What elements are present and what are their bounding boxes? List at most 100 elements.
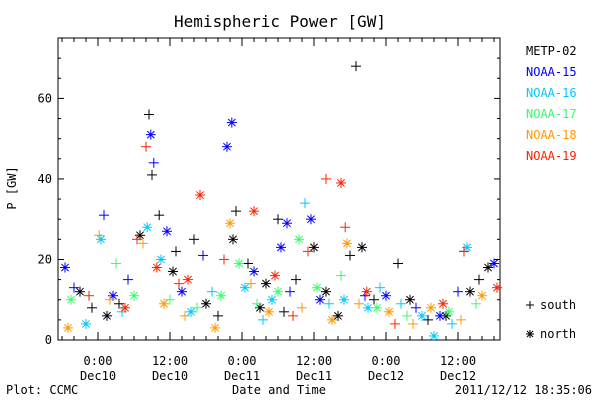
data-point-noaa-15 <box>123 274 133 285</box>
data-point-noaa-18 <box>477 290 487 301</box>
data-point-metp-02 <box>231 206 241 217</box>
x-axis-ticks: 0:00Dec1012:00Dec100:00Dec1112:00Dec110:… <box>61 38 495 383</box>
data-point-noaa-18 <box>138 238 148 249</box>
data-point-noaa-16 <box>96 234 106 245</box>
data-point-metp-02 <box>351 61 361 72</box>
data-point-metp-02 <box>357 242 367 253</box>
data-point-noaa-19 <box>151 262 162 273</box>
x-tick-time-label: 12:00 <box>440 354 476 368</box>
y-axis-ticks: 0 20 40 60 <box>38 57 500 347</box>
data-point-noaa-15 <box>162 226 172 237</box>
data-point-noaa-15 <box>282 218 292 229</box>
data-point-noaa-17 <box>216 290 226 301</box>
data-point-noaa-16 <box>363 302 373 313</box>
data-point-noaa-15 <box>306 214 316 225</box>
data-points <box>60 61 502 341</box>
data-point-noaa-18 <box>210 322 220 333</box>
data-point-noaa-19 <box>195 190 205 201</box>
data-point-metp-02 <box>291 274 301 285</box>
x-tick-date-label: Dec10 <box>152 369 188 383</box>
data-point-noaa-16 <box>240 282 250 293</box>
data-point-noaa-19 <box>303 246 313 257</box>
legend-marker-south <box>526 301 534 309</box>
data-point-noaa-15 <box>276 242 286 253</box>
x-tick-date-label: Dec11 <box>224 369 260 383</box>
data-point-metp-02 <box>321 286 331 297</box>
data-point-noaa-15 <box>226 117 237 128</box>
data-point-noaa-15 <box>285 286 295 297</box>
data-point-metp-02 <box>483 262 493 273</box>
data-point-noaa-18 <box>63 322 73 333</box>
data-point-noaa-19 <box>183 274 193 285</box>
data-point-noaa-18 <box>159 298 169 309</box>
data-point-noaa-16 <box>258 314 268 325</box>
data-point-noaa-17 <box>312 282 322 293</box>
data-point-noaa-15 <box>489 258 499 269</box>
data-point-metp-02 <box>154 210 165 221</box>
data-point-noaa-16 <box>300 198 310 209</box>
data-point-noaa-19 <box>120 302 130 313</box>
chart-title: Hemispheric Power [GW] <box>174 12 386 31</box>
data-point-noaa-19 <box>361 286 372 297</box>
data-point-noaa-15 <box>411 302 421 313</box>
data-point-metp-02 <box>465 286 475 297</box>
data-point-metp-02 <box>309 242 319 253</box>
data-point-noaa-18 <box>297 302 307 313</box>
x-tick-time-label: 0:00 <box>84 354 113 368</box>
data-point-noaa-17 <box>192 302 202 313</box>
legend-marker-north <box>526 330 534 338</box>
data-point-metp-02 <box>189 234 199 245</box>
data-point-noaa-19 <box>340 222 351 233</box>
data-point-noaa-15 <box>145 129 156 140</box>
data-point-noaa-17 <box>471 298 481 309</box>
data-point-noaa-19 <box>492 282 502 293</box>
data-point-noaa-18 <box>456 314 466 325</box>
legend-marker-label: north <box>540 327 576 341</box>
data-point-noaa-15 <box>381 290 391 301</box>
legend-entry-noaa-16: NOAA-16 <box>526 86 577 100</box>
data-point-metp-02 <box>102 310 112 321</box>
data-point-noaa-19 <box>270 270 280 281</box>
x-tick-time-label: 12:00 <box>296 354 332 368</box>
data-point-noaa-15 <box>222 141 232 152</box>
data-point-metp-02 <box>135 230 145 241</box>
data-point-metp-02 <box>87 302 97 313</box>
data-point-noaa-16 <box>396 298 406 309</box>
data-point-noaa-15 <box>99 210 109 221</box>
data-point-metp-02 <box>213 310 223 321</box>
data-point-metp-02 <box>147 169 157 180</box>
data-point-noaa-19 <box>321 173 331 184</box>
data-point-noaa-18 <box>408 318 418 329</box>
data-point-noaa-15 <box>60 262 70 273</box>
data-point-noaa-17 <box>252 298 262 309</box>
data-point-noaa-18 <box>180 310 190 321</box>
x-tick-time-label: 12:00 <box>152 354 188 368</box>
data-point-metp-02 <box>168 266 178 277</box>
data-point-noaa-17 <box>402 310 412 321</box>
data-point-noaa-17 <box>294 234 304 245</box>
legend-marker-label: south <box>540 298 576 312</box>
data-point-metp-02 <box>243 258 253 269</box>
data-point-metp-02 <box>333 310 343 321</box>
data-point-noaa-16 <box>186 306 196 317</box>
data-point-noaa-16 <box>156 254 166 265</box>
y-axis-label: P [GW] <box>5 166 19 209</box>
data-point-metp-02 <box>144 109 154 120</box>
data-point-noaa-17 <box>273 286 283 297</box>
legend-entry-noaa-19: NOAA-19 <box>526 149 577 163</box>
y-tick-label: 60 <box>38 91 52 105</box>
data-point-noaa-19 <box>390 318 400 329</box>
data-point-noaa-18 <box>327 314 337 325</box>
y-tick-label: 40 <box>38 172 52 186</box>
data-point-noaa-15 <box>148 157 159 168</box>
data-point-noaa-15 <box>198 250 208 261</box>
data-point-metp-02 <box>393 258 403 269</box>
data-point-noaa-17 <box>111 258 121 269</box>
data-point-noaa-18 <box>225 218 235 229</box>
data-point-noaa-16 <box>142 222 153 233</box>
data-point-metp-02 <box>279 306 289 317</box>
data-point-noaa-15 <box>453 286 463 297</box>
timestamp: 2011/12/12 18:35:06 <box>455 383 592 397</box>
data-point-metp-02 <box>201 298 211 309</box>
